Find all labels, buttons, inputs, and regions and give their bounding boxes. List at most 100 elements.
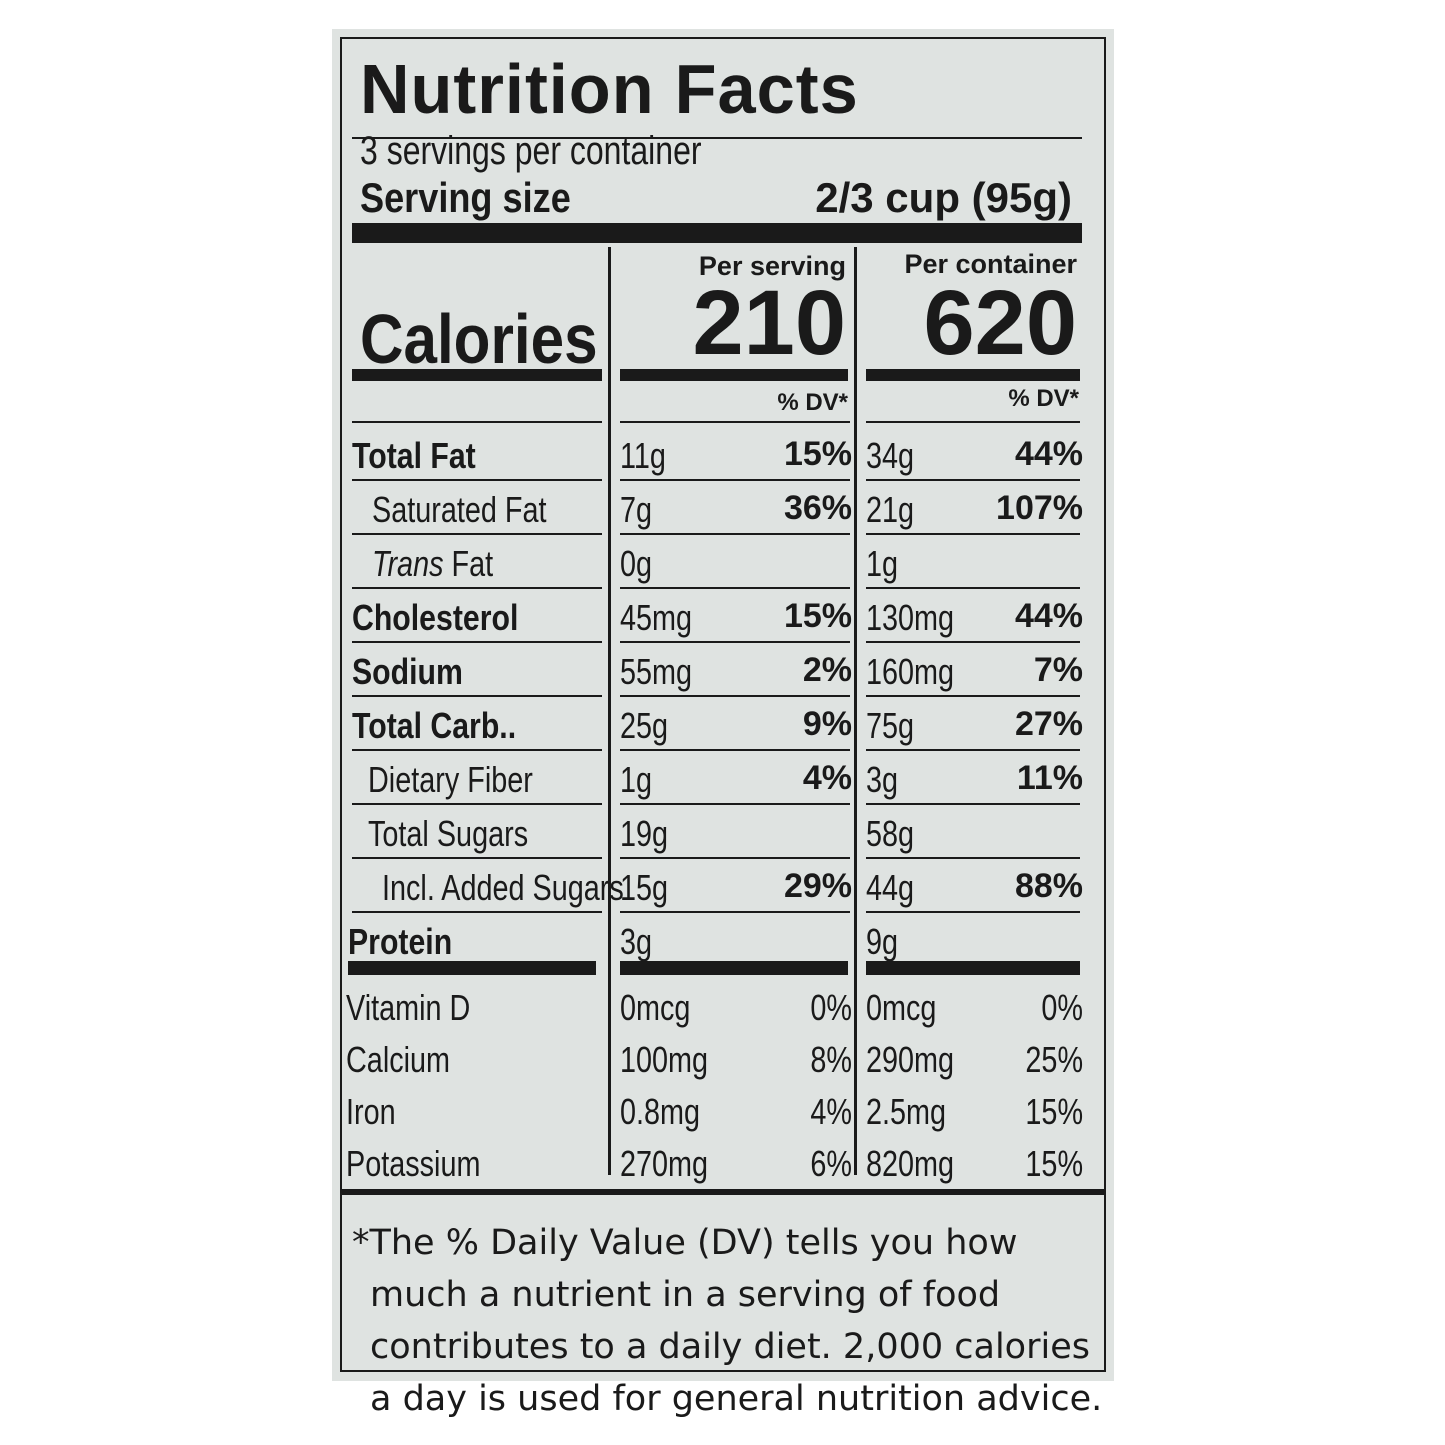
dv-per-container: 15% (1011, 1091, 1083, 1133)
amount-per-serving: 19g (620, 813, 680, 855)
nutrient-row-added-sugars: Incl. Added Sugars 15g 29% 44g 88% (342, 859, 1108, 913)
row-line (866, 803, 1080, 805)
row-line (352, 641, 602, 643)
row-line (352, 533, 602, 535)
dv-text: 4% (810, 1091, 852, 1132)
amount-per-container: 130mg (866, 597, 976, 639)
nutrient-name: Total Fat (352, 435, 499, 477)
per-container-header: Per container (904, 249, 1077, 279)
dv-header-container: % DV* (1008, 385, 1079, 412)
amount-text: 19g (620, 813, 669, 854)
dv-per-serving: 29% (783, 867, 852, 905)
dv-per-serving: 36% (783, 489, 852, 527)
nutrients-start-line-2 (620, 421, 850, 423)
amount-per-serving: 100mg (620, 1039, 730, 1081)
nutrients-start-line-1 (352, 421, 602, 423)
row-line (866, 587, 1080, 589)
row-line (352, 479, 602, 481)
amount-text: 45mg (620, 597, 693, 638)
nutrient-name-text: Total Fat (352, 435, 476, 476)
vitamin-row-calcium: Calcium 100mg 8% 290mg 25% (342, 1031, 1108, 1085)
amount-per-serving: 15g (620, 867, 680, 909)
amount-text: 0mcg (866, 987, 937, 1028)
amount-per-container: 58g (866, 813, 926, 855)
amount-text: 25g (620, 705, 669, 746)
amount-per-serving: 0g (620, 543, 660, 585)
nutrient-name: Total Sugars (368, 813, 568, 855)
vitamin-name: Vitamin D (346, 987, 501, 1029)
nutrient-name-text: Protein (348, 921, 453, 962)
row-line (620, 803, 850, 805)
nutrient-name: Incl. Added Sugars (382, 867, 684, 909)
amount-per-container: 9g (866, 921, 906, 963)
amount-text: 34g (866, 435, 915, 476)
dv-per-container: 25% (1011, 1039, 1083, 1081)
amount-per-container: 21g (866, 489, 926, 531)
dv-per-serving: 8% (800, 1039, 852, 1081)
nutrient-row-total-carb: Total Carb.. 25g 9% 75g 27% (342, 697, 1108, 751)
amount-per-serving: 45mg (620, 597, 710, 639)
amount-text: 55mg (620, 651, 693, 692)
amount-per-serving: 0mcg (620, 987, 708, 1029)
nutrient-name: Total Carb.. (352, 705, 547, 747)
calories-per-container: 620 (923, 272, 1078, 374)
serving-size-label: Serving size (360, 174, 605, 222)
dv-per-container: 44% (1014, 435, 1083, 473)
nutrient-row-total-fat: Total Fat 11g 15% 34g 44% (342, 427, 1108, 481)
row-line (866, 857, 1080, 859)
label-title: Nutrition Facts (360, 50, 859, 128)
dv-per-serving: 4% (802, 759, 852, 797)
nutrient-name-text: Cholesterol (352, 597, 519, 638)
dv-header-serving: % DV* (777, 389, 848, 416)
dv-per-serving: 0% (800, 987, 852, 1029)
amount-per-container: 75g (866, 705, 926, 747)
row-line (620, 911, 850, 913)
vitamin-name-text: Iron (346, 1091, 396, 1132)
vitamin-name: Iron (346, 1091, 408, 1133)
dv-text: 0% (810, 987, 852, 1028)
amount-text: 100mg (620, 1039, 709, 1080)
dv-per-serving: 9% (802, 705, 852, 743)
dv-per-container: 11% (1016, 759, 1083, 797)
dv-per-serving: 15% (783, 435, 852, 473)
per-serving-header: Per serving (698, 251, 846, 281)
amount-text: 21g (866, 489, 915, 530)
dv-per-container: 27% (1014, 705, 1083, 743)
serving-thick-bar (352, 223, 1082, 243)
amount-text: 0g (620, 543, 653, 584)
row-line (352, 749, 602, 751)
amount-text: 290mg (866, 1039, 955, 1080)
footnote-line: much a nutrient in a serving of food (370, 1275, 1001, 1315)
amount-text: 15g (620, 867, 669, 908)
nutrient-name: Sodium (352, 651, 484, 693)
amount-text: 1g (866, 543, 899, 584)
dv-per-serving: 15% (783, 597, 852, 635)
nutrient-name: Saturated Fat (372, 489, 590, 531)
amount-text: 820mg (866, 1143, 955, 1184)
servings-per-container: 3 servings per container (360, 129, 787, 174)
calories-label: Calories (360, 299, 636, 379)
row-line (352, 857, 602, 859)
nutrient-row-cholesterol: Cholesterol 45mg 15% 130mg 44% (342, 589, 1108, 643)
amount-text: 0mcg (620, 987, 691, 1028)
calories-bar-3 (866, 369, 1080, 381)
nutrient-row-protein: Protein 3g 9g (342, 913, 1108, 967)
servings-text: 3 servings per container (360, 129, 702, 173)
fat-text: Fat (443, 543, 494, 584)
protein-thick-bar-2 (620, 961, 848, 975)
dv-per-serving: 2% (802, 651, 852, 689)
row-line (866, 641, 1080, 643)
amount-text: 0.8mg (620, 1091, 701, 1132)
dv-per-container: 107% (996, 489, 1083, 527)
amount-per-container: 3g (866, 759, 906, 801)
vitamin-name: Potassium (346, 1143, 514, 1185)
row-line (866, 533, 1080, 535)
nutrient-name-text: Saturated Fat (372, 489, 547, 530)
row-line (866, 479, 1080, 481)
protein-thick-bar-1 (348, 961, 596, 975)
row-line (866, 695, 1080, 697)
amount-text: 3g (620, 921, 653, 962)
row-line (866, 911, 1080, 913)
nutrient-name-text: Incl. Added Sugars (382, 867, 624, 908)
dv-text: 0% (1041, 987, 1083, 1028)
